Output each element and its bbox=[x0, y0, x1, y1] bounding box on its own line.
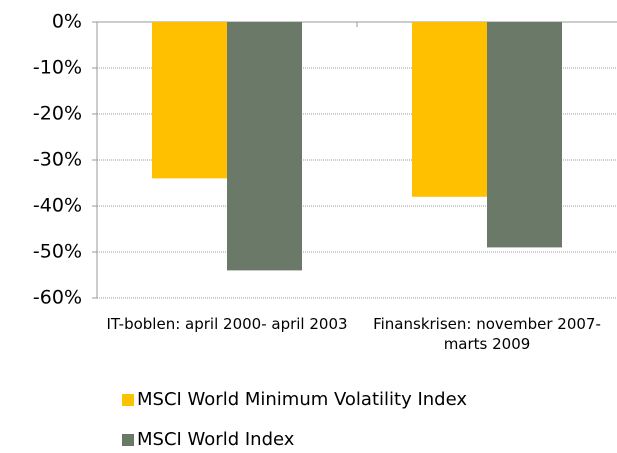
y-tick-label: -40% bbox=[33, 195, 82, 217]
bar bbox=[487, 22, 562, 248]
y-tick-label: -50% bbox=[33, 241, 82, 263]
bar bbox=[412, 22, 487, 197]
y-tick-label: -10% bbox=[33, 57, 82, 79]
y-tick-label: 0% bbox=[52, 11, 82, 33]
y-tick-label: -60% bbox=[33, 287, 82, 309]
legend-label: MSCI World Index bbox=[137, 429, 295, 450]
bar bbox=[152, 22, 227, 179]
y-tick-label: -20% bbox=[33, 103, 82, 125]
legend-swatch bbox=[122, 434, 134, 446]
legend-label: MSCI World Minimum Volatility Index bbox=[137, 389, 467, 410]
x-tick-label: Finanskrisen: november 2007- marts 2009 bbox=[373, 315, 601, 353]
y-tick-label: -30% bbox=[33, 149, 82, 171]
x-tick-label: IT-boblen: april 2000- april 2003 bbox=[106, 315, 348, 333]
bar bbox=[227, 22, 302, 271]
legend-swatch bbox=[122, 394, 134, 406]
